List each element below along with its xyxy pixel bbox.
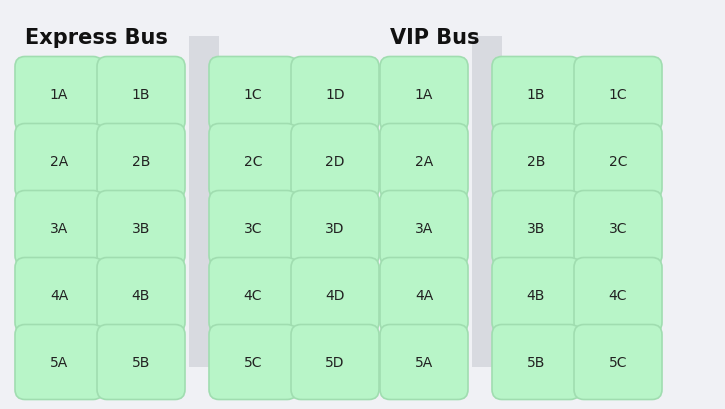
FancyBboxPatch shape xyxy=(574,258,662,333)
Text: 1B: 1B xyxy=(527,88,545,102)
Text: 4A: 4A xyxy=(415,288,433,302)
Text: 2C: 2C xyxy=(244,155,262,169)
FancyBboxPatch shape xyxy=(97,325,185,400)
Text: 1A: 1A xyxy=(415,88,433,102)
FancyBboxPatch shape xyxy=(574,57,662,132)
FancyBboxPatch shape xyxy=(574,325,662,400)
FancyBboxPatch shape xyxy=(380,325,468,400)
Text: 3A: 3A xyxy=(415,221,433,236)
FancyBboxPatch shape xyxy=(380,57,468,132)
Text: 4B: 4B xyxy=(527,288,545,302)
FancyBboxPatch shape xyxy=(15,57,103,132)
FancyBboxPatch shape xyxy=(492,57,580,132)
FancyBboxPatch shape xyxy=(291,191,379,266)
FancyBboxPatch shape xyxy=(15,124,103,199)
Text: 2C: 2C xyxy=(609,155,627,169)
Text: 4C: 4C xyxy=(244,288,262,302)
Text: 4D: 4D xyxy=(326,288,345,302)
FancyBboxPatch shape xyxy=(380,124,468,199)
Text: VIP Bus: VIP Bus xyxy=(390,28,479,48)
FancyBboxPatch shape xyxy=(492,191,580,266)
FancyBboxPatch shape xyxy=(209,124,297,199)
Text: 5B: 5B xyxy=(527,355,545,369)
Text: 5B: 5B xyxy=(132,355,150,369)
FancyBboxPatch shape xyxy=(291,57,379,132)
FancyBboxPatch shape xyxy=(574,124,662,199)
Text: 2D: 2D xyxy=(326,155,345,169)
Text: 2B: 2B xyxy=(527,155,545,169)
FancyBboxPatch shape xyxy=(209,191,297,266)
Text: 3C: 3C xyxy=(244,221,262,236)
FancyBboxPatch shape xyxy=(291,258,379,333)
FancyBboxPatch shape xyxy=(209,258,297,333)
Text: 5A: 5A xyxy=(415,355,433,369)
FancyBboxPatch shape xyxy=(97,258,185,333)
Text: 2A: 2A xyxy=(415,155,433,169)
FancyBboxPatch shape xyxy=(492,258,580,333)
FancyBboxPatch shape xyxy=(97,191,185,266)
FancyBboxPatch shape xyxy=(97,57,185,132)
Text: 4C: 4C xyxy=(609,288,627,302)
Text: 3D: 3D xyxy=(326,221,345,236)
FancyBboxPatch shape xyxy=(492,325,580,400)
FancyBboxPatch shape xyxy=(209,325,297,400)
FancyBboxPatch shape xyxy=(492,124,580,199)
FancyBboxPatch shape xyxy=(97,124,185,199)
FancyBboxPatch shape xyxy=(291,124,379,199)
Text: 3B: 3B xyxy=(132,221,150,236)
FancyBboxPatch shape xyxy=(380,191,468,266)
FancyBboxPatch shape xyxy=(574,191,662,266)
Text: 3A: 3A xyxy=(50,221,68,236)
Text: 1D: 1D xyxy=(326,88,345,102)
Text: 3B: 3B xyxy=(527,221,545,236)
Text: 1B: 1B xyxy=(132,88,150,102)
FancyBboxPatch shape xyxy=(380,258,468,333)
FancyBboxPatch shape xyxy=(15,258,103,333)
Text: 4B: 4B xyxy=(132,288,150,302)
Text: 5C: 5C xyxy=(244,355,262,369)
FancyBboxPatch shape xyxy=(291,325,379,400)
FancyBboxPatch shape xyxy=(209,57,297,132)
Text: 3C: 3C xyxy=(609,221,627,236)
Text: 2B: 2B xyxy=(132,155,150,169)
Text: 2A: 2A xyxy=(50,155,68,169)
Text: Express Bus: Express Bus xyxy=(25,28,168,48)
FancyBboxPatch shape xyxy=(15,325,103,400)
Text: 1A: 1A xyxy=(50,88,68,102)
Bar xyxy=(472,36,502,366)
Text: 5C: 5C xyxy=(609,355,627,369)
Text: 1C: 1C xyxy=(244,88,262,102)
Text: 4A: 4A xyxy=(50,288,68,302)
FancyBboxPatch shape xyxy=(15,191,103,266)
Text: 5D: 5D xyxy=(326,355,345,369)
Text: 5A: 5A xyxy=(50,355,68,369)
Text: 1C: 1C xyxy=(609,88,627,102)
Bar xyxy=(189,36,219,366)
